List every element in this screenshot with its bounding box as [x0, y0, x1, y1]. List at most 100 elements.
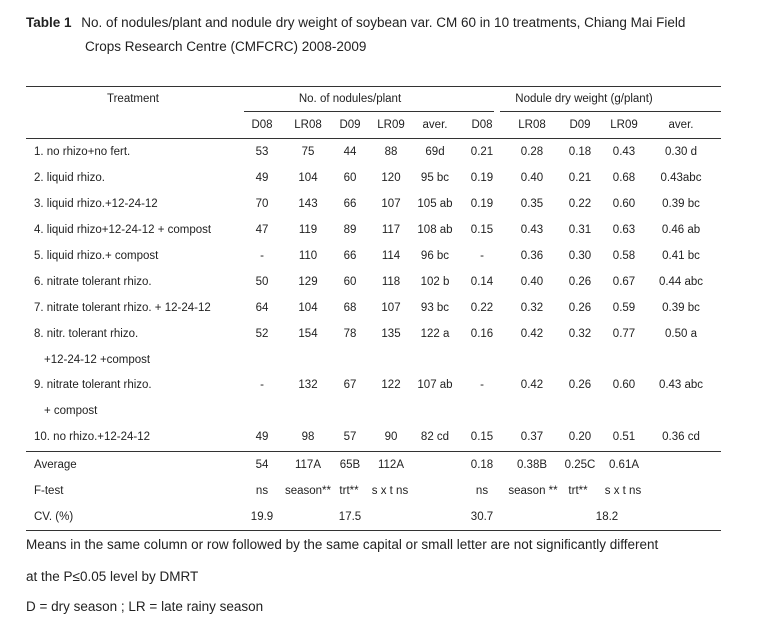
value-cell-d09-weight: 0.18: [568, 146, 592, 158]
value-cell-aver-weight: 0.46 ab: [661, 224, 701, 236]
value-cell-lr09: 107: [381, 198, 401, 210]
cv-d08-weight: 30.7: [470, 511, 494, 523]
footnote-significance: Means in the same column or row followed…: [26, 537, 659, 552]
value-cell-d08-weight: 0.14: [470, 276, 494, 288]
value-cell-lr08-weight: 0.36: [520, 250, 544, 262]
value-cell-d09: 78: [343, 328, 357, 340]
average-d08: 54: [255, 459, 269, 471]
value-cell-lr08: 110: [298, 250, 318, 262]
value-cell-d09-weight: 0.32: [568, 328, 592, 340]
column-header-lr08-weight: LR08: [518, 119, 546, 131]
value-cell-aver-weight: 0.36 cd: [662, 431, 700, 443]
value-cell-aver: 82 cd: [420, 431, 450, 443]
value-cell-lr09: 107: [381, 302, 401, 314]
value-cell-d09-weight: 0.31: [568, 224, 592, 236]
ftest-season-weight: season **: [508, 485, 558, 497]
value-cell-aver: 102 b: [420, 276, 450, 288]
weight-group-header: Nodule dry weight (g/plant): [515, 93, 653, 105]
treatment-cell: 4. liquid rhizo+12-24-12 + compost: [34, 224, 212, 236]
average-lr09-weight: 0.61A: [608, 459, 640, 471]
value-cell-lr09-weight: 0.77: [612, 328, 636, 340]
ftest-trt: trt**: [339, 485, 359, 497]
column-header-lr08: LR08: [294, 119, 322, 131]
average-d09-weight: 0.25C: [564, 459, 596, 471]
value-cell-d08: 50: [255, 276, 269, 288]
value-cell-d08-weight: -: [480, 379, 484, 391]
value-cell-aver: 96 bc: [420, 250, 450, 262]
footnote-abbreviations: D = dry season ; LR = late rainy season: [26, 599, 264, 614]
value-cell-d08: 47: [255, 224, 269, 236]
value-cell-lr09-weight: 0.58: [612, 250, 636, 262]
column-header-aver-weight: aver.: [668, 119, 694, 131]
value-cell-lr08-weight: 0.40: [520, 276, 544, 288]
value-cell-lr09: 90: [384, 431, 398, 443]
value-cell-d09: 67: [343, 379, 357, 391]
average-d08-weight: 0.18: [470, 459, 494, 471]
value-cell-d08-weight: 0.21: [470, 146, 494, 158]
value-cell-d09-weight: 0.22: [568, 198, 592, 210]
value-cell-lr08-weight: 0.43: [520, 224, 544, 236]
column-header-aver: aver.: [422, 119, 448, 131]
value-cell-lr08: 98: [301, 431, 315, 443]
value-cell-aver-weight: 0.39 bc: [662, 198, 700, 210]
value-cell-aver: 107 ab: [417, 379, 453, 391]
value-cell-lr09: 114: [381, 250, 401, 262]
value-cell-lr09: 88: [384, 146, 398, 158]
value-cell-aver: 105 ab: [417, 198, 453, 210]
value-cell-d09-weight: 0.26: [568, 379, 592, 391]
value-cell-aver: 93 bc: [420, 302, 450, 314]
average-lr09: 112A: [377, 459, 405, 471]
table-bottom-rule: [26, 530, 721, 531]
treatment-cell: 9. nitrate tolerant rhizo.: [34, 379, 152, 391]
header-bottom-rule: [26, 138, 721, 139]
average-label: Average: [34, 459, 77, 471]
value-cell-lr09-weight: 0.67: [612, 276, 636, 288]
value-cell-lr09-weight: 0.51: [612, 431, 636, 443]
value-cell-lr08: 154: [298, 328, 318, 340]
value-cell-d08: 49: [255, 172, 269, 184]
value-cell-d09: 89: [343, 224, 357, 236]
value-cell-lr08-weight: 0.37: [520, 431, 544, 443]
ftest-d08: ns: [255, 485, 269, 497]
weight-group-rule: [500, 111, 721, 112]
value-cell-d09: 66: [343, 198, 357, 210]
column-header-d08: D08: [251, 119, 273, 131]
value-cell-aver: 108 ab: [417, 224, 453, 236]
value-cell-lr08: 132: [298, 379, 318, 391]
value-cell-d08-weight: 0.16: [470, 328, 494, 340]
value-cell-aver-weight: 0.44 abc: [658, 276, 704, 288]
average-lr08-weight: 0.38B: [516, 459, 548, 471]
value-cell-d09: 44: [343, 146, 357, 158]
value-cell-d09-weight: 0.26: [568, 302, 592, 314]
value-cell-aver-weight: 0.50 a: [665, 328, 697, 340]
value-cell-lr08: 104: [298, 302, 318, 314]
column-header-d09: D09: [339, 119, 361, 131]
treatment-cell-continuation: + compost: [44, 405, 98, 417]
footnote-level: at the P≤0.05 level by DMRT: [26, 569, 199, 584]
value-cell-aver: 95 bc: [420, 172, 450, 184]
treatment-cell: 5. liquid rhizo.+ compost: [34, 250, 159, 262]
value-cell-d08: -: [260, 379, 264, 391]
value-cell-lr08-weight: 0.28: [520, 146, 544, 158]
value-cell-aver-weight: 0.41 bc: [662, 250, 700, 262]
ftest-sxt-weight: s x t ns: [604, 485, 642, 497]
value-cell-d08-weight: -: [480, 250, 484, 262]
value-cell-lr08: 119: [298, 224, 318, 236]
value-cell-lr09-weight: 0.43: [612, 146, 636, 158]
value-cell-d09: 68: [343, 302, 357, 314]
value-cell-lr09: 118: [381, 276, 401, 288]
value-cell-aver-weight: 0.30 d: [665, 146, 697, 158]
value-cell-lr08-weight: 0.42: [520, 328, 544, 340]
value-cell-lr08-weight: 0.40: [520, 172, 544, 184]
value-cell-d09: 60: [343, 276, 357, 288]
value-cell-lr09-weight: 0.63: [612, 224, 636, 236]
treatment-cell: 10. no rhizo.+12-24-12: [34, 431, 151, 443]
value-cell-d08: 53: [255, 146, 269, 158]
value-cell-lr08: 129: [298, 276, 318, 288]
value-cell-lr09-weight: 0.68: [612, 172, 636, 184]
treatment-cell-continuation: +12-24-12 +compost: [44, 354, 151, 366]
value-cell-lr08-weight: 0.32: [520, 302, 544, 314]
ftest-sxt: s x t ns: [371, 485, 409, 497]
value-cell-d08-weight: 0.19: [470, 172, 494, 184]
value-cell-d08: -: [260, 250, 264, 262]
